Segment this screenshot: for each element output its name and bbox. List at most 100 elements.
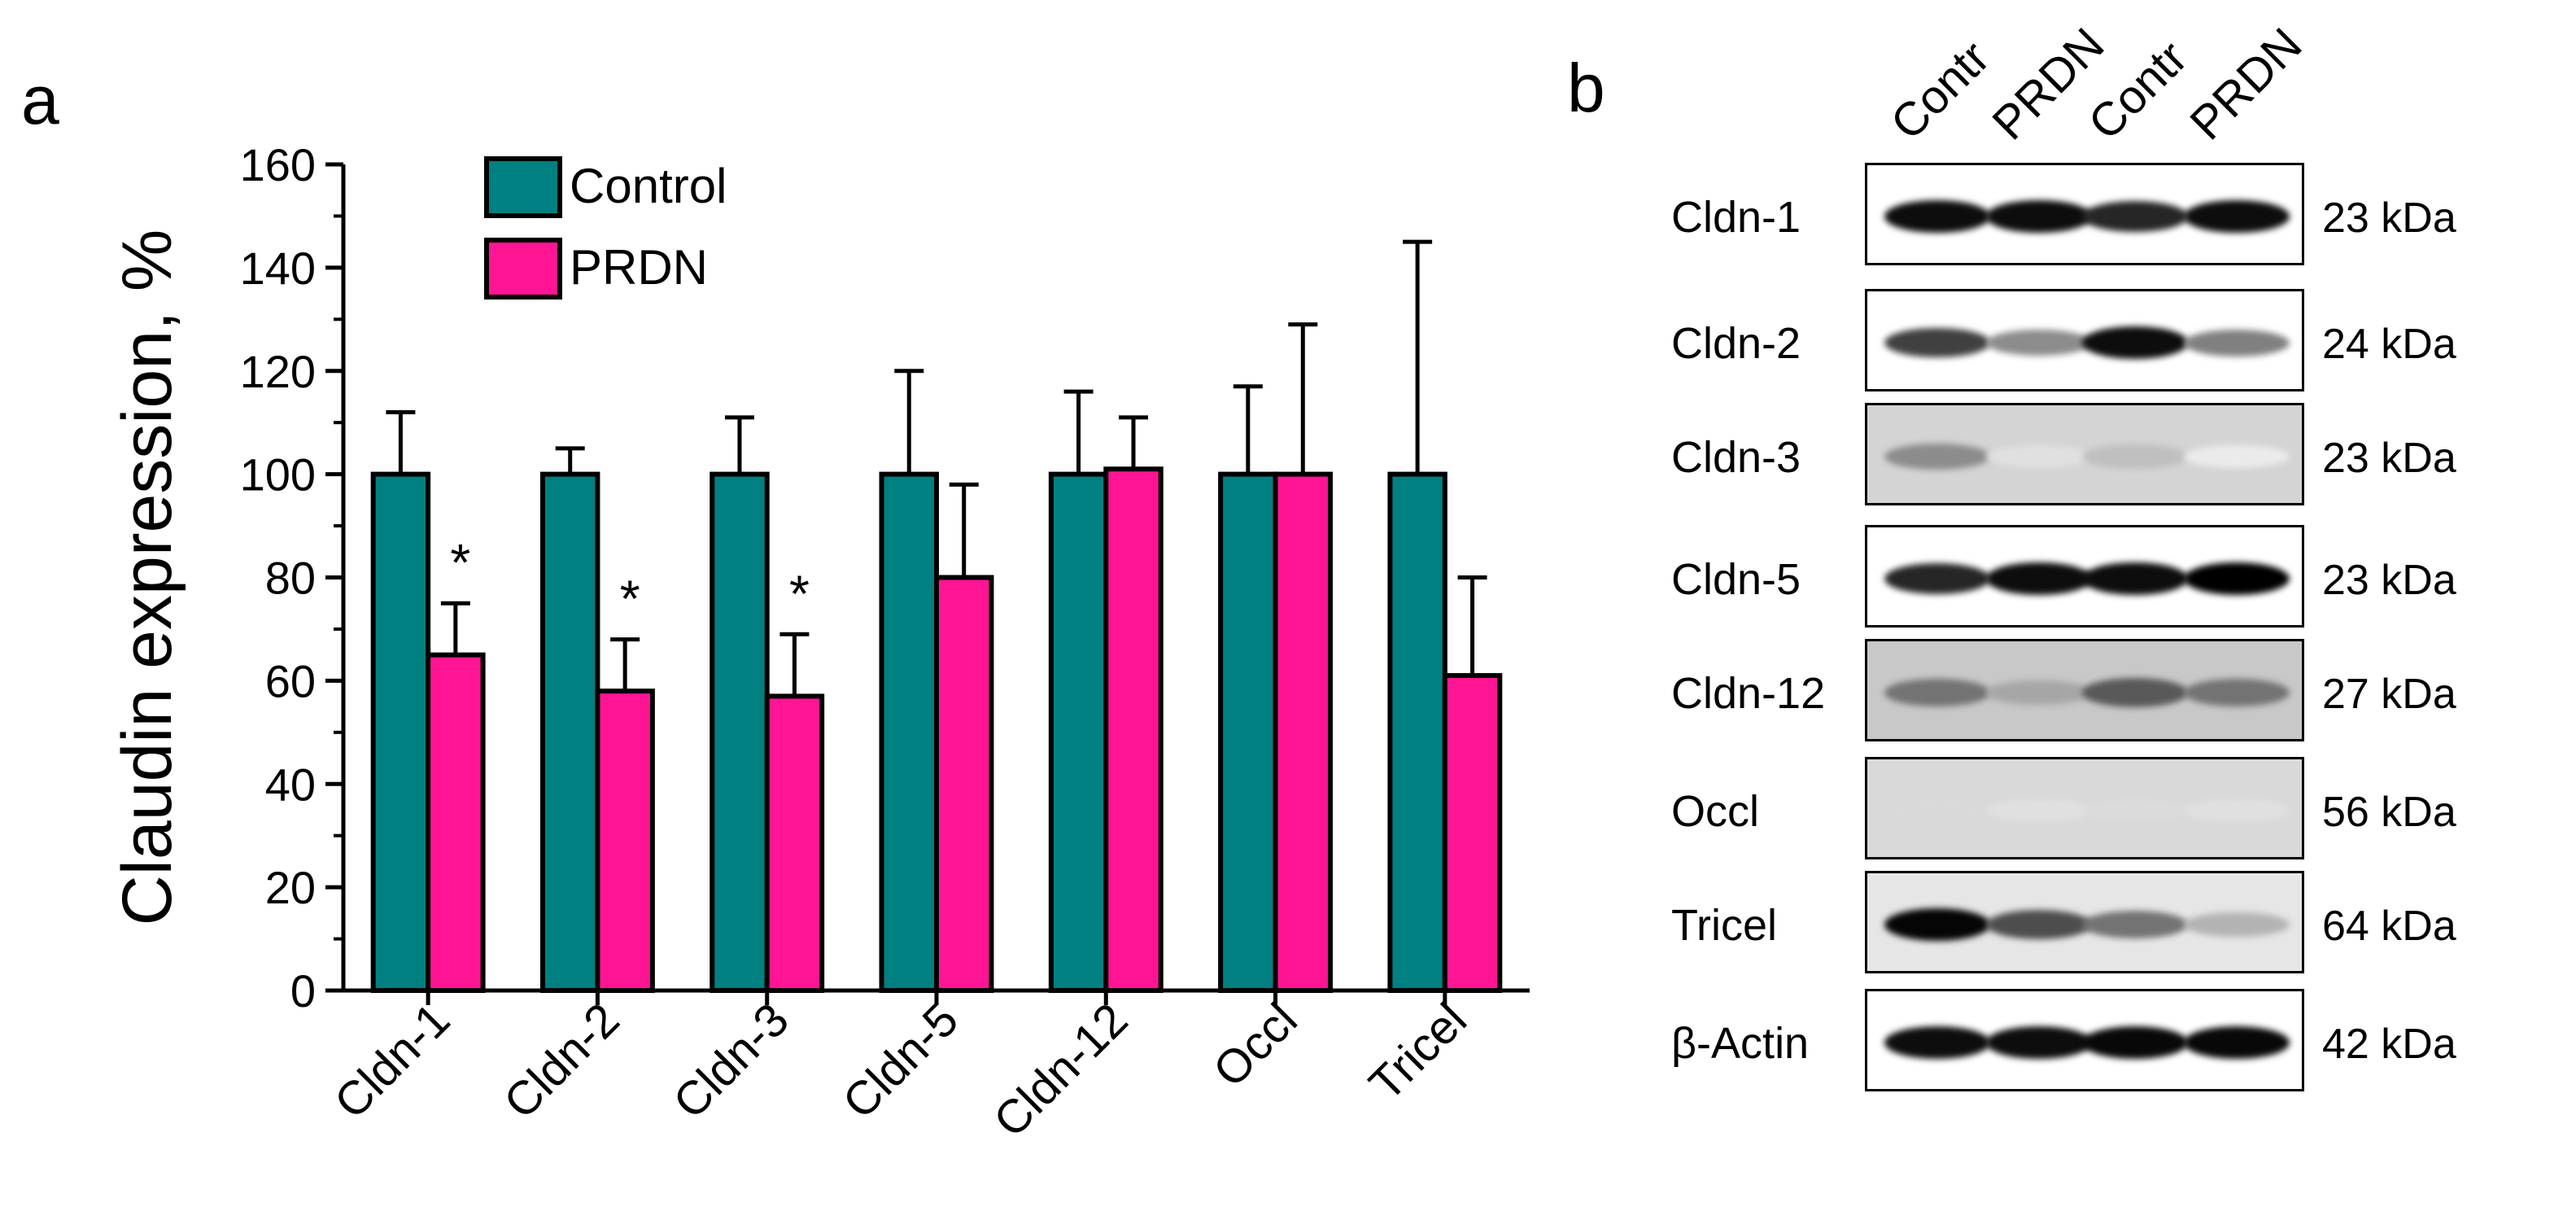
molecular-weight-label: 24 kDa [2322, 321, 2456, 368]
protein-band [2082, 444, 2189, 469]
bar-prdn-cldn-2 [595, 689, 655, 993]
protein-band [1884, 563, 1991, 594]
protein-band [1884, 908, 1991, 941]
bar-prdn-occl [1273, 471, 1334, 993]
y-tick-label: 40 [265, 759, 316, 810]
significance-marker: * [620, 570, 640, 628]
bar-control-cldn-2 [539, 471, 600, 993]
protein-band [2183, 562, 2290, 595]
protein-band [1985, 799, 2092, 822]
molecular-weight-label: 23 kDa [2322, 195, 2456, 242]
protein-band [1884, 200, 1991, 233]
molecular-weight-label: 56 kDa [2322, 789, 2456, 836]
blot-row-label: Cldn-3 [1671, 433, 1801, 482]
protein-band [2183, 329, 2290, 356]
western-blot-panel: b Contr PRDN Contr PRDN Cldn-1 23 kDa Cldn-2 2… [1546, 0, 2576, 1207]
blot-row-label: Tricel [1671, 901, 1777, 950]
protein-band [2082, 911, 2189, 938]
protein-band [2082, 326, 2189, 359]
blot-strip [1865, 989, 2304, 1091]
protein-band [1884, 327, 1991, 358]
bar-chart: a 0 20 40 60 80 100 120 140 160 Claudin expressio… [21, 62, 1530, 1148]
lane-label: Contr [1880, 31, 2000, 151]
bar-control-occl [1218, 471, 1278, 993]
y-tick-label: 120 [240, 346, 316, 397]
bar-control-cldn-1 [370, 471, 431, 993]
legend-swatch-control [484, 156, 562, 218]
blot-row-label: Cldn-1 [1671, 193, 1801, 242]
y-tick-label: 20 [265, 862, 316, 913]
blot-strip [1865, 639, 2304, 741]
y-tick-label: 140 [240, 243, 316, 294]
bar-control-cldn-5 [879, 471, 939, 993]
x-tick-label: Cldn-5 [832, 993, 968, 1129]
protein-band [1884, 1026, 1991, 1059]
protein-band [2183, 445, 2290, 468]
blot-strip [1865, 163, 2304, 265]
molecular-weight-label: 42 kDa [2322, 1021, 2456, 1068]
bar-prdn-cldn-3 [764, 693, 825, 993]
bar-prdn-cldn-1 [426, 652, 486, 993]
blot-strip [1865, 403, 2304, 505]
x-tick-label: Cldn-1 [325, 993, 461, 1129]
protein-band [2082, 1026, 2189, 1059]
molecular-weight-label: 23 kDa [2322, 557, 2456, 604]
protein-band [1985, 680, 2092, 706]
protein-band [2183, 200, 2290, 233]
significance-marker: * [450, 533, 470, 592]
y-axis-label: Claudin expression, % [108, 230, 186, 926]
panel-a-letter: a [21, 62, 59, 138]
protein-band [2082, 562, 2189, 595]
protein-band [1884, 443, 1991, 470]
bar-prdn-tricel [1442, 673, 1503, 993]
bar-control-cldn-3 [709, 471, 770, 993]
protein-band [2183, 679, 2290, 706]
lane-label: PRDN [1981, 18, 2115, 151]
panel-b-letter: b [1567, 50, 1605, 126]
blot-row-label: Cldn-5 [1671, 555, 1801, 604]
protein-band [2183, 1026, 2290, 1059]
protein-band [1985, 200, 2092, 233]
protein-band [1985, 445, 2092, 468]
x-tick-label: Cldn-12 [984, 993, 1138, 1148]
y-tick-label: 100 [240, 449, 316, 501]
protein-band [1884, 798, 1991, 823]
protein-band [1985, 562, 2092, 595]
blot-strip [1865, 871, 2304, 973]
protein-band [2082, 799, 2189, 822]
blot-row-label: Occl [1671, 787, 1759, 836]
protein-band [1884, 679, 1991, 706]
legend-label-prdn: PRDN [570, 240, 708, 295]
protein-band [1985, 910, 2092, 939]
protein-band [2082, 201, 2189, 232]
x-tick-label: Occl [1203, 993, 1308, 1097]
bar-prdn-cldn-5 [934, 575, 994, 993]
y-tick-label: 80 [265, 553, 316, 604]
y-tick-label: 60 [265, 655, 316, 706]
y-tick-label: 0 [290, 965, 316, 1017]
protein-band [2183, 912, 2290, 938]
protein-band [1985, 1026, 2092, 1059]
x-tick-label: Tricel [1359, 993, 1477, 1111]
lane-label: PRDN [2179, 18, 2312, 151]
blot-row-label: Cldn-12 [1671, 669, 1826, 718]
significance-marker: * [789, 564, 810, 623]
bar-control-cldn-12 [1048, 471, 1109, 993]
x-tick-label: Cldn-3 [663, 993, 799, 1129]
x-tick-label: Cldn-2 [494, 993, 630, 1129]
bar-prdn-cldn-12 [1103, 466, 1164, 993]
blot-strip [1865, 525, 2304, 628]
protein-band [2082, 678, 2189, 707]
molecular-weight-label: 64 kDa [2322, 903, 2456, 950]
blot-row-label: β-Actin [1671, 1019, 1810, 1068]
legend-swatch-prdn [484, 238, 562, 300]
bar-control-tricel [1387, 471, 1447, 993]
y-tick-label: 160 [240, 139, 316, 190]
blot-row-label: Cldn-2 [1671, 319, 1801, 368]
legend-label-control: Control [570, 159, 727, 213]
molecular-weight-label: 23 kDa [2322, 435, 2456, 482]
blot-strip [1865, 757, 2304, 859]
protein-band [1985, 329, 2092, 356]
molecular-weight-label: 27 kDa [2322, 671, 2456, 718]
protein-band [2183, 799, 2290, 822]
